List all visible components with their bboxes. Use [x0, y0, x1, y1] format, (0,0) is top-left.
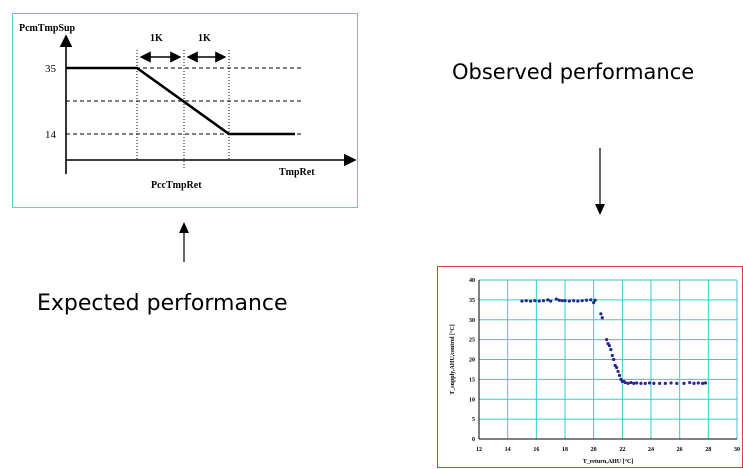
y-tick-label: 0 — [472, 437, 475, 443]
data-point — [639, 381, 643, 385]
data-point — [647, 381, 652, 385]
data-point — [524, 299, 528, 303]
arrow-up-icon — [179, 222, 189, 262]
y-tick-label: 30 — [469, 318, 475, 324]
y-tick-label: 15 — [469, 377, 475, 383]
y-low-label: 14 — [45, 129, 57, 141]
data-point — [675, 381, 679, 385]
data-point — [623, 380, 627, 385]
y-tick-label: 5 — [472, 417, 475, 423]
expected-control-diagram: PcmTmpSup TmpRet PccTmpRet 1K 1K 35 14 — [12, 13, 358, 208]
data-point — [658, 381, 662, 385]
data-point — [643, 381, 647, 385]
data-point — [572, 299, 576, 303]
data-point — [688, 380, 692, 385]
x-tick-label: 14 — [505, 447, 511, 453]
arrow-down-icon — [595, 148, 605, 215]
data-point — [632, 381, 636, 385]
plot-axes — [478, 280, 737, 440]
y-tick-label: 40 — [469, 278, 475, 284]
data-point — [612, 357, 616, 362]
control-curve-diagram: PcmTmpSup TmpRet PccTmpRet 1K 1K 35 14 — [19, 23, 357, 191]
data-point — [593, 298, 597, 302]
data-point — [557, 298, 561, 302]
data-point — [576, 299, 580, 303]
x-tick-label: 24 — [648, 447, 654, 453]
y-high-label: 35 — [45, 63, 57, 75]
y-tick-label: 10 — [469, 397, 475, 403]
data-point — [537, 299, 541, 303]
plot-x-axis-label: T_return,AHU [°C] — [583, 458, 634, 465]
x-tick-label: 18 — [562, 447, 568, 453]
grid-lines — [478, 279, 738, 440]
data-point — [615, 365, 619, 370]
data-point — [600, 316, 604, 320]
x-tick-label: 28 — [705, 447, 711, 453]
span-label-left: 1K — [150, 33, 163, 44]
scatter-plot: 12 14 16 18 20 22 24 26 28 30 0 5 10 15 20 25 30 35 40 T_r… — [449, 278, 740, 465]
center-label: PccTmpRet — [151, 180, 202, 191]
x-tick-label: 22 — [619, 447, 625, 453]
data-point — [609, 347, 613, 352]
data-point — [635, 381, 639, 385]
data-point — [541, 299, 546, 303]
data-point — [701, 381, 705, 385]
data-point — [533, 299, 537, 303]
data-point — [607, 343, 612, 348]
plot-y-axis-label: T_supply,AHU,control [°C] — [449, 324, 456, 394]
data-point — [580, 299, 584, 303]
observed-performance-caption: Observed performance — [452, 60, 695, 84]
control-curve — [66, 66, 295, 136]
data-point — [682, 381, 686, 385]
data-point — [629, 380, 633, 385]
x-tick-label: 20 — [591, 447, 597, 453]
y-tick-label: 20 — [469, 358, 475, 364]
data-point — [626, 381, 630, 385]
data-point — [692, 381, 696, 385]
y-tick-label: 35 — [469, 298, 475, 304]
observed-scatter-chart: 12 14 16 18 20 22 24 26 28 30 0 5 10 15 20 25 30 35 40 T_r… — [437, 266, 743, 468]
data-point — [617, 373, 622, 377]
data-point — [592, 301, 596, 305]
data-point — [520, 299, 524, 303]
data-point — [599, 312, 603, 316]
data-point — [616, 369, 620, 374]
data-point — [529, 299, 533, 303]
data-points — [520, 297, 708, 385]
data-point — [589, 298, 593, 302]
tick-labels: 12 14 16 18 20 22 24 26 28 30 0 5 10 15 20 25 30 35 40 — [469, 278, 740, 453]
data-point — [696, 381, 700, 385]
data-point — [604, 338, 609, 342]
expected-performance-caption: Expected performance — [37, 291, 288, 316]
x-tick-label: 16 — [533, 447, 539, 453]
data-point — [549, 299, 553, 303]
data-point — [554, 297, 558, 301]
y-tick-label: 25 — [469, 338, 475, 344]
data-point — [584, 298, 589, 302]
y-axis-label: PcmTmpSup — [19, 23, 76, 34]
data-point — [669, 381, 673, 385]
data-point — [610, 353, 614, 358]
data-point — [663, 381, 667, 385]
data-point — [703, 381, 708, 385]
x-tick-label: 26 — [677, 447, 683, 453]
x-tick-label: 30 — [734, 447, 740, 453]
x-tick-label: 12 — [476, 447, 482, 453]
data-point — [560, 299, 564, 303]
data-point — [563, 299, 567, 303]
span-label-right: 1K — [198, 33, 211, 44]
x-axis-label: TmpRet — [279, 167, 315, 178]
data-point — [546, 298, 550, 302]
data-point — [567, 299, 571, 303]
data-point — [652, 381, 656, 385]
